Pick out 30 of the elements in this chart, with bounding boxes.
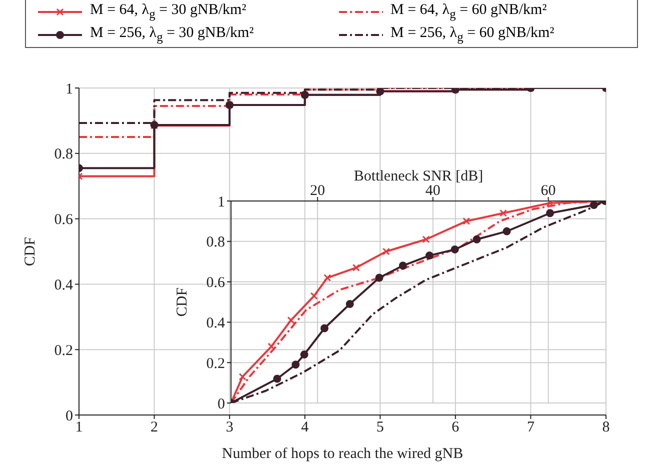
y-tick-label: 0.8 (206, 234, 225, 251)
x-tick-label: 20 (310, 183, 326, 199)
y-tick-label: 0 (66, 408, 73, 424)
y-tick-label: 1 (218, 194, 225, 210)
legend-label: M = 256, λ$_{g}$ = 60 gNB/km² (390, 25, 554, 46)
y-tick-label: 0.4 (206, 316, 226, 332)
x-tick-label: 3 (226, 420, 234, 436)
x-tick-label: 6 (452, 420, 460, 436)
y-axis-title: CDF (174, 287, 190, 317)
x-tick-label: 7 (526, 420, 535, 436)
x-axis-title: Bottleneck SNR [dB] (354, 168, 484, 185)
y-tick-label: 0.2 (206, 356, 225, 372)
x-tick-label: 5 (376, 420, 384, 436)
y-tick-label: 1 (66, 81, 73, 98)
y-tick-label: 0.8 (54, 146, 73, 163)
x-tick-label: 4 (301, 420, 310, 436)
y-tick-label: 0.6 (206, 275, 226, 292)
y-tick-label: 0.2 (54, 342, 73, 359)
x-tick-label: 40 (425, 183, 440, 199)
x-tick-label: 8 (602, 420, 610, 436)
legend-label: M = 64, λ$_{g}$ = 30 gNB/km² (90, 2, 246, 22)
y-axis-title: CDF (22, 236, 38, 266)
y-tick-label: 0.4 (54, 278, 74, 294)
x-tick-label: 60 (540, 183, 556, 199)
y-tick-label: 0 (218, 396, 225, 412)
y-tick-label: 0.6 (54, 212, 74, 228)
legend-label: M = 64, λ$_{g}$ = 60 gNB/km² (390, 2, 547, 22)
legend-label: M = 256, λ$_{g}$ = 30 gNB/km² (90, 25, 254, 46)
x-axis-title: Number of hops to reach the wired gNB (222, 446, 464, 462)
x-tick-label: 2 (150, 420, 158, 436)
